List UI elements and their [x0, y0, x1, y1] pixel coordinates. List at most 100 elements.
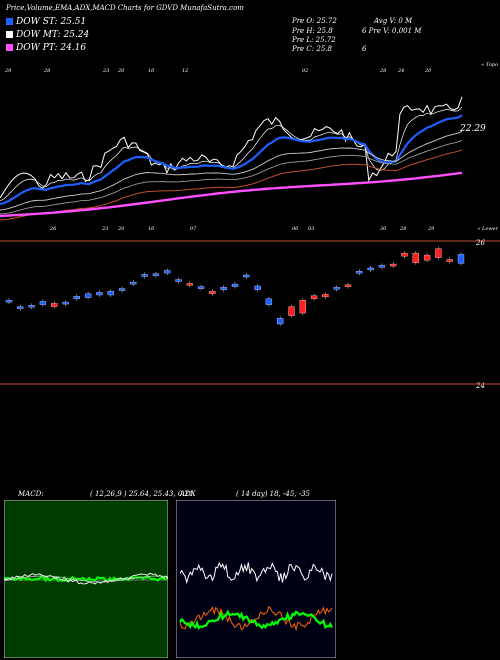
- date-label-top: 28: [43, 68, 50, 74]
- ema-long-line: [0, 171, 463, 218]
- candle: [254, 285, 261, 290]
- candle: [141, 274, 148, 277]
- candle: [288, 306, 295, 316]
- date-label-top: 28: [379, 68, 386, 74]
- legend-swatch-mt: [6, 31, 13, 38]
- candle: [457, 254, 465, 264]
- candle: [243, 274, 250, 278]
- chart-title: Price,Volume,EMA,ADX,MACD Charts for GDV…: [6, 4, 244, 12]
- adx-label: ADX: [180, 490, 196, 498]
- candle: [209, 290, 216, 294]
- date-label-bottom: 28: [399, 226, 406, 232]
- candle: [367, 267, 374, 271]
- date-label-bottom: 23: [101, 226, 108, 232]
- date-labels-top: 29 28 23 20 16 12 02 28 24 20: [4, 68, 432, 74]
- candle: [96, 292, 103, 296]
- candle: [277, 318, 284, 325]
- date-label-bottom: 30: [380, 226, 387, 232]
- candle: [412, 252, 419, 263]
- adx-line: [179, 561, 333, 585]
- candle: [265, 298, 273, 305]
- date-label-top: 12: [182, 68, 188, 74]
- candle: [344, 284, 352, 287]
- legend-dow-st: DOW ST: 25.51: [6, 17, 86, 27]
- ema-mid-line-2: [0, 139, 463, 215]
- legend-label-st: DOW ST: 25.51: [16, 17, 87, 27]
- macd-label: MACD:: [18, 490, 44, 498]
- candle: [51, 303, 58, 307]
- candle: [435, 248, 442, 258]
- candle: [118, 288, 126, 291]
- stat-pre-low: Pre L: 25.72: [292, 36, 336, 44]
- price-line: [0, 96, 463, 199]
- candle: [39, 301, 47, 305]
- topo-label: « Topo: [481, 62, 498, 68]
- candle: [322, 294, 329, 298]
- date-label-top: 02: [302, 68, 308, 74]
- date-label-bottom: 20: [117, 226, 125, 232]
- date-label-top: 24: [397, 68, 404, 74]
- ema-short-line: [0, 114, 463, 206]
- candle: [28, 305, 35, 308]
- ema-brown-line: [0, 149, 463, 221]
- scale-bottom-label: 24: [475, 382, 485, 390]
- candle: [62, 301, 69, 305]
- legend-swatch-st: [6, 18, 13, 25]
- adx-lines: [179, 561, 333, 632]
- adx-params: ( 14 day) 18, -45, -35: [236, 490, 311, 498]
- candle: [17, 306, 24, 309]
- ema-mid-line-1: [0, 130, 463, 211]
- candle: [73, 296, 80, 300]
- date-label-bottom: 03: [308, 226, 314, 232]
- candle: [220, 287, 227, 290]
- macd-panel: [4, 500, 168, 658]
- stat-pre-volume: 6 Pre V: 0.001 M: [362, 27, 422, 35]
- candles: [5, 246, 465, 326]
- stat-pre-high: Pre H: 25.8: [292, 27, 333, 35]
- macd-params: ( 12,26,9 ) 25.64, 25.43, 0.21: [90, 490, 194, 498]
- adx-di-minus-line: [179, 605, 333, 632]
- date-label-bottom: 26: [49, 226, 57, 232]
- date-label-bottom: 07: [190, 226, 197, 232]
- date-label-top: 23: [102, 68, 109, 74]
- adx-panel: [176, 500, 336, 658]
- last-value-label: 22.29: [459, 124, 486, 134]
- candle: [152, 273, 160, 276]
- stat-pre-close: Pre C: 25.8: [292, 45, 332, 53]
- legend-label-pt: DOW PT: 24.16: [16, 43, 87, 53]
- ema-fast-line: [0, 106, 463, 202]
- macd-signal-line: [4, 575, 168, 583]
- price-ema-panel: 29 28 23 20 16 12 02 28 24 20 26 23 20 16 07 06 03 30 28 2…: [0, 62, 500, 242]
- candle: [378, 265, 386, 268]
- candle: [5, 300, 13, 303]
- date-label-top: 20: [424, 68, 432, 74]
- candlestick-panel: 26 24: [0, 239, 500, 390]
- legend-dow-pt: DOW PT: 24.16: [6, 43, 86, 53]
- candle: [356, 271, 363, 274]
- legend-label-mt: DOW MT: 25.24: [16, 30, 90, 40]
- candle: [299, 300, 306, 314]
- candle: [197, 286, 205, 289]
- candle: [175, 279, 182, 282]
- date-label-bottom: 29: [427, 226, 435, 232]
- candle: [310, 295, 318, 300]
- date-label-bottom: 06: [292, 226, 299, 232]
- legend-swatch-pt: [6, 44, 13, 51]
- date-labels-bottom: 26 23 20 16 07 06 03 30 28 29: [49, 226, 435, 232]
- candle: [446, 259, 453, 262]
- candle: [401, 252, 408, 257]
- macd-line: [4, 573, 168, 585]
- legend-dow-mt: DOW MT: 25.24: [6, 30, 89, 40]
- candle: [423, 254, 431, 261]
- stat-pre-open: Pre O: 25.72: [292, 17, 337, 25]
- date-label-bottom: 16: [148, 226, 155, 232]
- stat-avg-volume: Avg V: 0 M: [374, 17, 413, 25]
- stat-extra: 6: [362, 45, 367, 53]
- candle: [231, 283, 239, 287]
- candle: [84, 293, 92, 298]
- date-label-top: 29: [4, 68, 12, 74]
- date-label-top: 16: [148, 68, 155, 74]
- scale-top-label: 26: [475, 239, 485, 247]
- candle: [107, 290, 114, 296]
- date-label-top: 20: [117, 68, 125, 74]
